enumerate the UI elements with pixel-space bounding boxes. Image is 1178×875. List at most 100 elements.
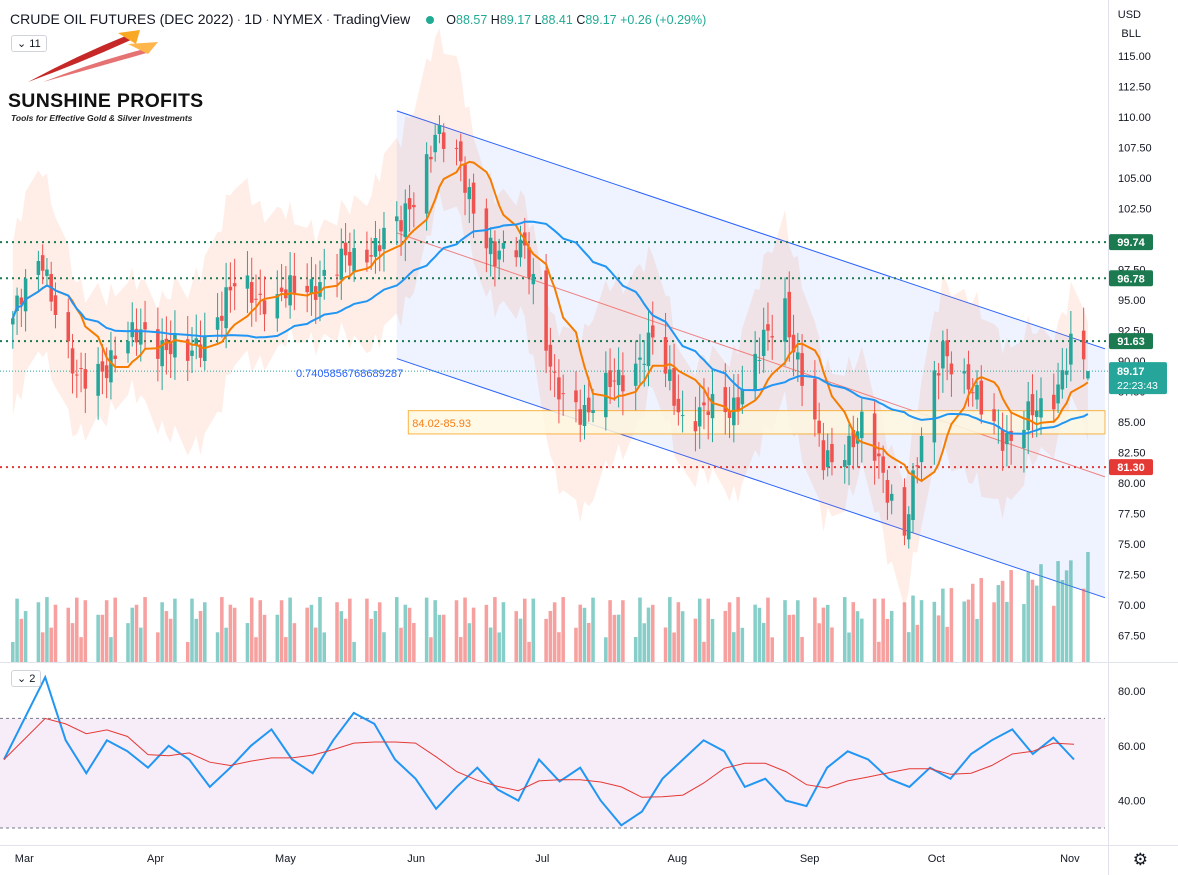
candle-body [970,392,975,394]
volume-bar [15,598,19,662]
volume-bar [1000,580,1005,662]
rsi-pane-toggle-button[interactable]: ⌄ 2 [11,670,42,687]
candle-body [305,285,309,293]
candle-body [889,493,894,501]
volume-bar [185,641,190,662]
candle-body [1086,371,1090,379]
candle-body [757,359,762,361]
volume-bar [574,627,578,662]
volume-bar [800,636,804,662]
volume-bar [488,627,493,662]
settings-gear-icon[interactable]: ⚙ [1132,850,1148,869]
candle-body [992,409,996,422]
candle-body [962,371,966,374]
volume-bar [578,604,583,662]
candle-body [787,291,792,338]
volume-bar [650,604,655,662]
volume-bar [109,637,113,662]
volume-bar [429,637,433,662]
candle-body [638,357,642,360]
candle-body [377,245,382,252]
volume-bar [851,602,856,662]
volume-bar [100,614,105,662]
volume-bar [813,597,817,662]
time-tick-label: Sep [800,853,820,865]
volume-bar [996,585,1001,662]
volume-bar [198,611,203,662]
candle-body [557,377,561,400]
unit-selector[interactable]: BLL [1121,28,1141,40]
candle-body [339,248,344,280]
candle-body [770,336,774,338]
volume-bar [258,600,263,662]
volume-bar [339,611,344,662]
candle-body [288,275,292,306]
volume-bar [471,607,476,662]
volume-bar [557,632,561,662]
candle-body [134,328,139,343]
time-tick-label: Oct [928,853,945,865]
volume-bar [224,627,228,662]
candle-body [352,248,356,273]
indicators-toggle-button[interactable]: ⌄ 11 [11,35,47,52]
candle-body [911,470,915,521]
candle-body [36,261,41,275]
candle-body [561,393,565,395]
logo-swoosh-icon [28,30,158,82]
interval[interactable]: 1D [244,11,263,27]
candle-body [582,404,587,426]
volume-bar [1009,570,1013,662]
time-tick-label: Nov [1060,853,1080,865]
volume-bar [962,601,966,662]
candle-body [407,198,412,210]
candle-body [335,274,339,276]
volume-bar [1081,588,1086,662]
candle-body [79,368,83,370]
candle-body [531,273,536,285]
candle-body [164,338,169,351]
volume-bar [877,641,881,662]
candle-body [612,380,617,382]
time-tick-label: Jun [407,853,425,865]
candle-body [309,279,314,294]
candle-body [429,156,433,160]
candle-body [936,373,941,376]
candle-body [1081,330,1086,360]
volume-bar [497,632,501,662]
candle-body [382,227,386,250]
candle-body [945,340,949,357]
volume-bar [83,600,88,662]
price-tick-label: 72.50 [1118,570,1146,582]
candle-body [70,348,75,374]
candle-body [860,411,864,439]
candle-body [885,480,890,503]
candle-body [1069,333,1073,365]
candle-body [109,350,113,383]
volume-bar [70,623,75,662]
volume-bar [992,602,996,662]
candle-body [96,363,100,396]
candle-body [279,287,284,292]
candle-body [979,380,984,415]
volume-bar [36,602,41,662]
volume-bar [373,610,378,662]
candle-body [484,208,489,249]
candle-body [245,275,250,289]
candle-body [365,249,369,263]
volume-bar [228,604,233,662]
candle-body [736,397,740,412]
logo-tagline: Tools for Effective Gold & Silver Invest… [11,113,193,123]
candle-body [680,415,685,417]
level-badge-bg [1109,333,1153,350]
time-tick-label: Mar [15,853,34,865]
volume-bar [740,627,745,662]
volume-bar [855,611,860,662]
symbol-title[interactable]: CRUDE OIL FUTURES (DEC 2022) [10,11,234,27]
volume-bar [348,598,352,662]
currency-selector[interactable]: USD [1117,9,1141,21]
volume-bar [945,626,949,662]
volume-bar [531,598,536,662]
volume-bar [313,627,318,662]
volume-bar [501,602,506,662]
